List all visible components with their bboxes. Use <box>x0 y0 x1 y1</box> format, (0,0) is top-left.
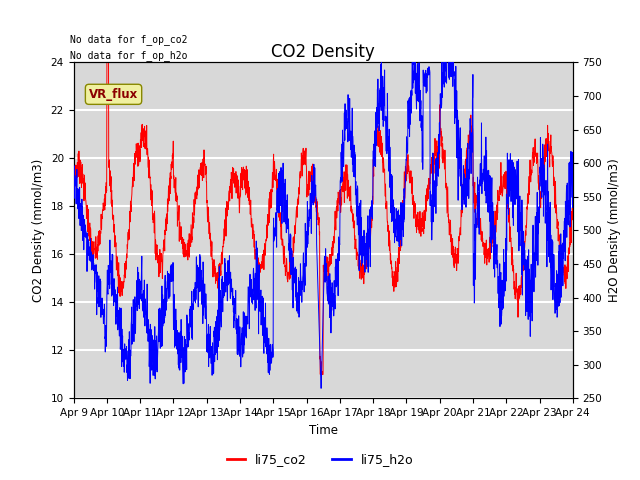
Legend: li75_co2, li75_h2o: li75_co2, li75_h2o <box>221 448 419 471</box>
Text: No data for f_op_h2o: No data for f_op_h2o <box>70 50 188 61</box>
X-axis label: Time: Time <box>308 424 338 437</box>
Y-axis label: H2O Density (mmol/m3): H2O Density (mmol/m3) <box>608 158 621 302</box>
Text: VR_flux: VR_flux <box>89 88 138 101</box>
Y-axis label: CO2 Density (mmol/m3): CO2 Density (mmol/m3) <box>32 159 45 302</box>
Text: No data for f_op_co2: No data for f_op_co2 <box>70 34 188 45</box>
Title: CO2 Density: CO2 Density <box>271 43 375 61</box>
